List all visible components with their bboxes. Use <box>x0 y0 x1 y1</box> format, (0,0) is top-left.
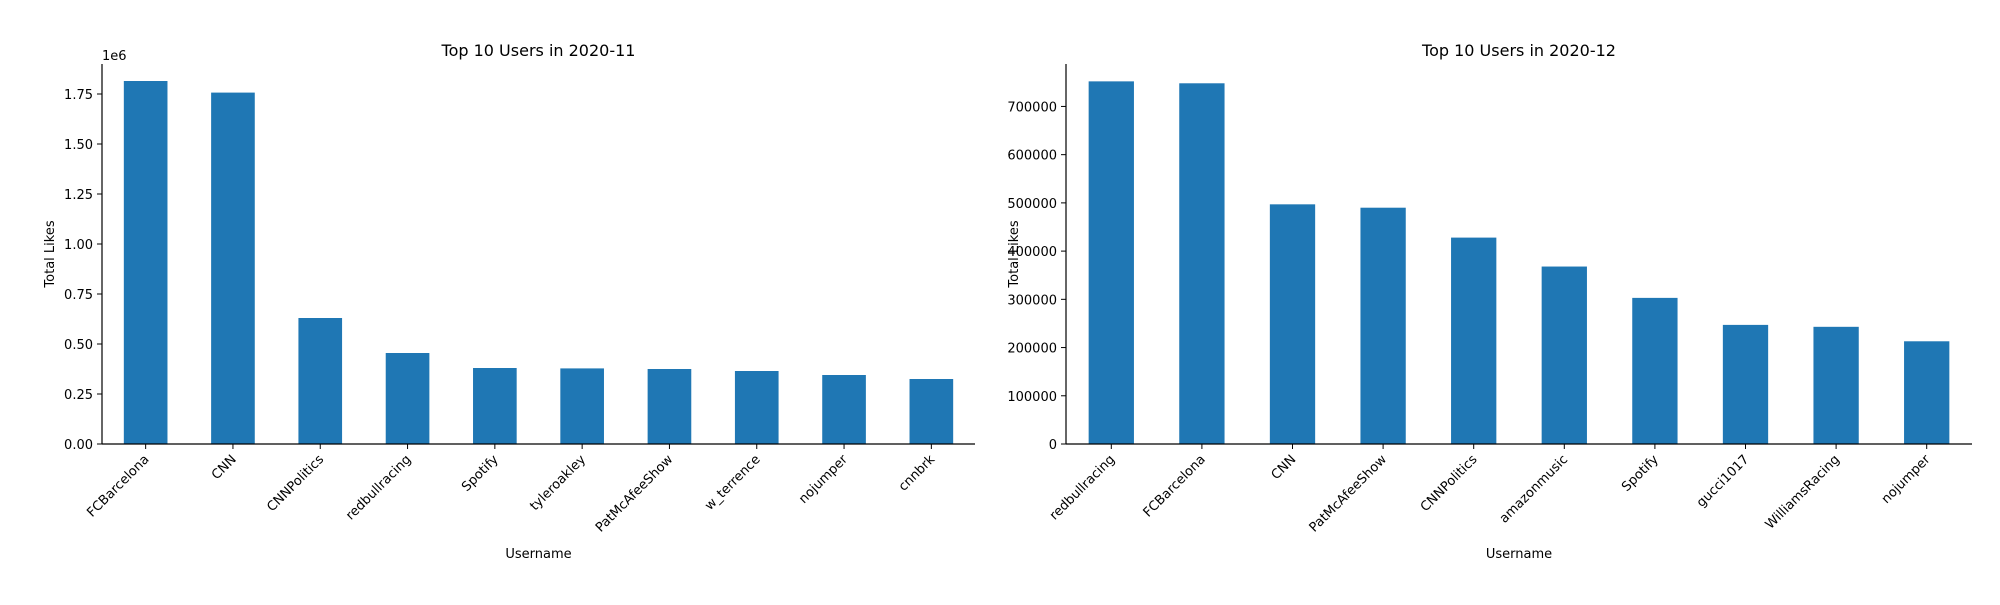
x-tick-label: CNN <box>209 452 240 483</box>
chart-1: 0.00 0.25 0.50 0.75 1.00 1.25 1.50 1.75 FCBarcel… <box>43 41 975 562</box>
x-tick-label: FCBarcelona <box>84 452 152 520</box>
bar-PatMcAfeeShow <box>1360 207 1406 444</box>
y-tick-label: 1.25 <box>64 188 93 203</box>
bar-tyleroakley <box>560 368 604 444</box>
bar-PatMcAfeeShow <box>647 369 692 444</box>
bar-CNN <box>211 92 255 444</box>
bar-redbullracing <box>385 353 430 444</box>
bar-nojumper <box>822 375 866 444</box>
bar-Spotify <box>473 368 517 444</box>
bar-amazonmusic <box>1541 266 1587 444</box>
bar-FCBarcelona <box>123 81 168 444</box>
y-tick-label: 0.00 <box>64 438 93 453</box>
y-tick-label: 1.00 <box>64 238 93 253</box>
y-axis-label: Total Likes <box>43 220 58 288</box>
x-tick-label: Spotify <box>459 452 502 495</box>
x-axis-label: Username <box>505 547 571 562</box>
x-tick-label: CNNPolitics <box>1418 452 1481 515</box>
x-tick-label: FCBarcelona <box>1141 452 1209 520</box>
x-tick-label: tyleroakley <box>527 452 589 514</box>
bar-CNN <box>1269 204 1316 444</box>
x-tick-label: redbullracing <box>1047 452 1118 523</box>
x-tick-label: redbullracing <box>343 452 414 523</box>
y-offset-label: 1e6 <box>102 49 127 64</box>
x-tick-label: PatMcAfeeShow <box>593 452 677 536</box>
x-tick-label: w_terrence <box>702 452 763 513</box>
x-tick-label: nojumper <box>1879 452 1934 507</box>
bar-cnnbrk <box>909 379 954 444</box>
y-tick-label: 0.75 <box>64 288 93 303</box>
x-tick-label: nojumper <box>796 452 851 507</box>
y-tick-label: 0 <box>1049 438 1057 453</box>
bar-Spotify <box>1632 297 1678 444</box>
bar-CNNPolitics <box>298 318 343 444</box>
y-tick-label: 1.75 <box>64 88 93 103</box>
y-tick-label: 400000 <box>1007 245 1057 260</box>
y-tick-label: 0.25 <box>64 388 93 403</box>
y-tick-label: 700000 <box>1007 100 1057 115</box>
y-axis-label: Total Likes <box>1007 220 1022 288</box>
bar-nojumper <box>1904 341 1950 444</box>
y-tick-label: 200000 <box>1007 342 1057 357</box>
x-tick-label: WilliamsRacing <box>1763 452 1843 532</box>
bar-FCBarcelona <box>1179 83 1225 444</box>
bar-CNNPolitics <box>1451 237 1497 444</box>
y-tick-label: 500000 <box>1007 197 1057 212</box>
y-tick-label: 300000 <box>1007 293 1057 308</box>
chart-title: Top 10 Users in 2020-11 <box>441 41 636 60</box>
y-tick-label: 1.50 <box>64 138 93 153</box>
y-tick-label: 600000 <box>1007 149 1057 164</box>
y-tick-label: 0.50 <box>64 338 93 353</box>
bar-gucci1017 <box>1722 324 1769 444</box>
chart-title: Top 10 Users in 2020-12 <box>1421 41 1616 60</box>
x-axis-label: Username <box>1486 547 1552 562</box>
x-tick-label: cnnbrk <box>896 452 939 495</box>
bar-w_terrence <box>734 371 779 444</box>
bar-redbullracing <box>1088 81 1134 444</box>
bar-WilliamsRacing <box>1813 326 1859 444</box>
chart-2: 0 100000 200000 300000 400000 500000 600000 700… <box>1007 41 1972 562</box>
y-tick-label: 100000 <box>1007 390 1057 405</box>
x-tick-label: amazonmusic <box>1497 452 1571 526</box>
x-tick-label: Spotify <box>1619 452 1662 495</box>
x-tick-label: gucci1017 <box>1694 452 1752 510</box>
x-tick-label: CNN <box>1269 452 1300 483</box>
x-tick-label: CNNPolitics <box>264 452 327 515</box>
x-tick-label: PatMcAfeeShow <box>1307 452 1391 536</box>
